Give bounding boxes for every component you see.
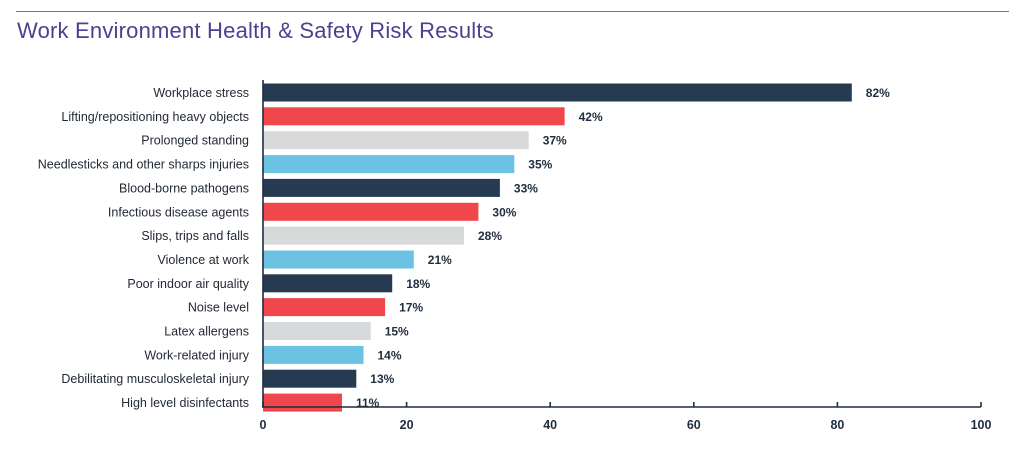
x-tick-label: 0 xyxy=(260,418,267,432)
bar xyxy=(263,393,342,412)
category-label: Work-related injury xyxy=(144,348,249,362)
data-label: 33% xyxy=(514,181,538,195)
x-tick-label: 40 xyxy=(543,418,557,432)
category-label: Poor indoor air quality xyxy=(127,277,249,291)
data-label: 42% xyxy=(579,110,603,124)
data-label: 21% xyxy=(428,253,452,267)
category-label: Infectious disease agents xyxy=(108,205,249,219)
category-label: Blood-borne pathogens xyxy=(119,181,249,195)
x-tick-label: 60 xyxy=(687,418,701,432)
category-label: Debilitating musculoskeletal injury xyxy=(61,372,249,386)
bar xyxy=(263,274,393,293)
data-label: 13% xyxy=(370,372,394,386)
chart-title: Work Environment Health & Safety Risk Re… xyxy=(17,18,494,43)
bar xyxy=(263,369,357,388)
category-label: Workplace stress xyxy=(153,86,249,100)
bar xyxy=(263,250,414,269)
category-label: Needlesticks and other sharps injuries xyxy=(38,158,249,172)
bar xyxy=(263,178,500,197)
data-label: 18% xyxy=(406,277,430,291)
category-label: Slips, trips and falls xyxy=(141,229,249,243)
bar xyxy=(263,298,386,317)
data-label: 28% xyxy=(478,229,502,243)
data-label: 14% xyxy=(378,348,402,362)
data-label: 82% xyxy=(866,86,890,100)
x-tick-label: 80 xyxy=(830,418,844,432)
data-label: 35% xyxy=(528,158,552,172)
bar xyxy=(263,107,565,126)
x-tick-label: 100 xyxy=(971,418,992,432)
category-label: Noise level xyxy=(188,301,249,315)
data-label: 15% xyxy=(385,325,409,339)
data-label: 17% xyxy=(399,301,423,315)
category-label: Lifting/repositioning heavy objects xyxy=(61,110,249,124)
bar xyxy=(263,155,515,174)
data-label: 37% xyxy=(543,134,567,148)
bar xyxy=(263,226,464,245)
x-tick-label: 20 xyxy=(400,418,414,432)
category-label: Latex allergens xyxy=(164,325,249,339)
bar xyxy=(263,83,852,102)
bar xyxy=(263,202,479,221)
data-label: 30% xyxy=(492,205,516,219)
category-label: High level disinfectants xyxy=(121,396,249,410)
data-label: 11% xyxy=(356,396,380,410)
bar xyxy=(263,345,364,364)
category-label: Violence at work xyxy=(158,253,250,267)
bar xyxy=(263,322,371,340)
title-rule xyxy=(16,11,1009,12)
category-label: Prolonged standing xyxy=(141,134,249,148)
bar xyxy=(263,131,529,150)
